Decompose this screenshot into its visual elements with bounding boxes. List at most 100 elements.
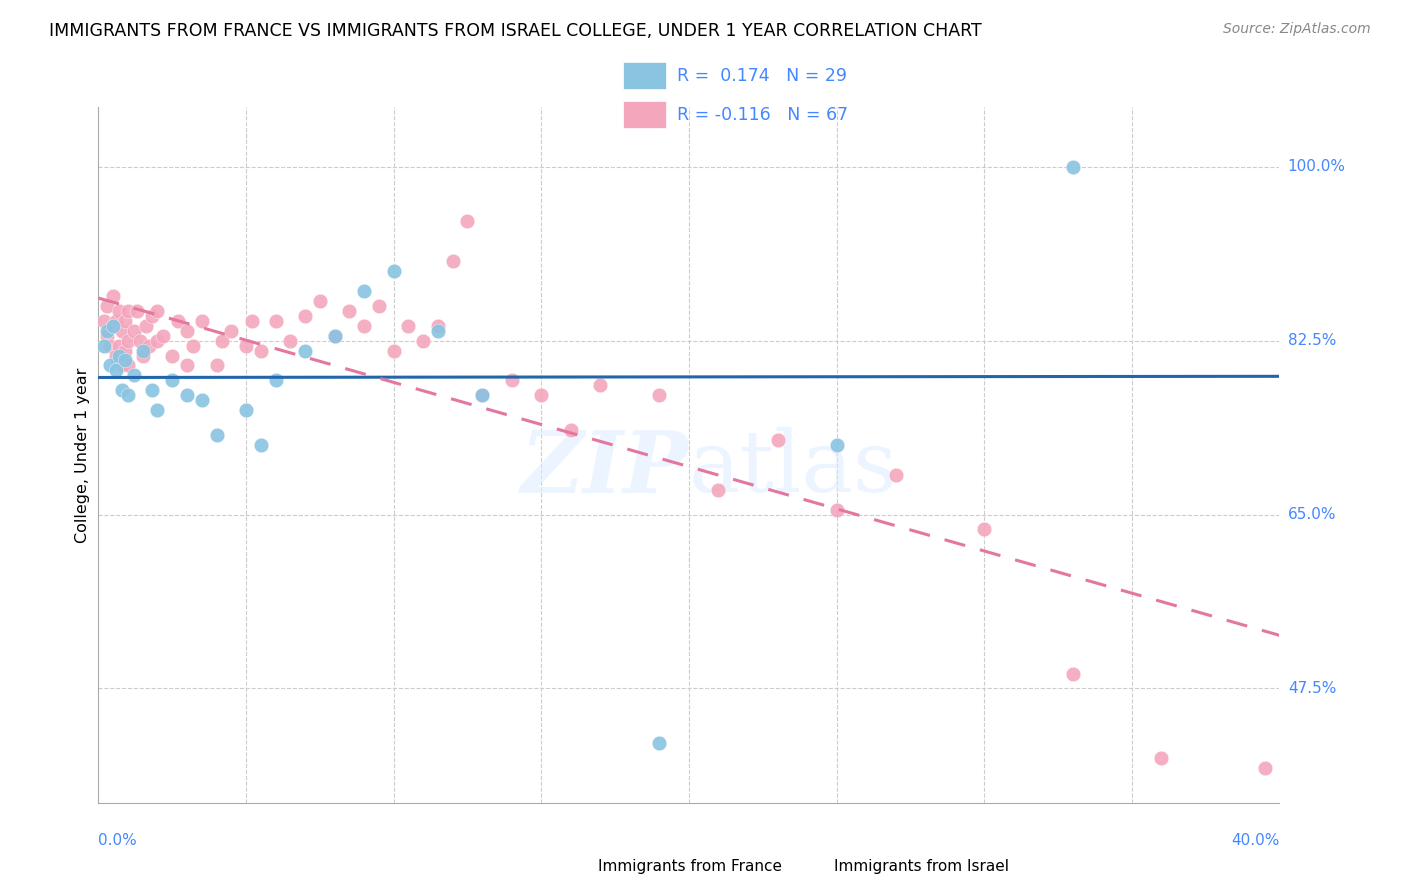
Point [138, 338, 160, 352]
Point [117, 334, 139, 348]
Point [382, 343, 405, 358]
FancyBboxPatch shape [623, 101, 666, 128]
Point [105, 349, 128, 363]
Point [589, 378, 612, 392]
Point [825, 438, 848, 452]
Point [152, 328, 174, 343]
Point [471, 388, 494, 402]
Y-axis label: College, Under 1 year: College, Under 1 year [75, 368, 90, 542]
FancyBboxPatch shape [623, 62, 666, 89]
Text: R = -0.116   N = 67: R = -0.116 N = 67 [678, 105, 849, 123]
Point [368, 299, 391, 313]
Point [96, 324, 118, 338]
Point [98, 338, 121, 352]
Point [412, 334, 434, 348]
Point [125, 303, 148, 318]
Text: atlas: atlas [689, 427, 898, 510]
Point [973, 523, 995, 537]
Point [103, 318, 125, 333]
Point [250, 438, 273, 452]
Point [240, 314, 263, 328]
Text: ZIP: ZIP [522, 427, 689, 510]
Text: IMMIGRANTS FROM FRANCE VS IMMIGRANTS FROM ISRAEL COLLEGE, UNDER 1 YEAR CORRELATI: IMMIGRANTS FROM FRANCE VS IMMIGRANTS FRO… [49, 22, 981, 40]
Point [96, 299, 118, 313]
Point [114, 343, 136, 358]
Point [353, 284, 375, 298]
Point [382, 264, 405, 278]
Point [1062, 160, 1084, 174]
Point [105, 363, 128, 377]
Point [211, 334, 233, 348]
Point [114, 314, 136, 328]
Point [96, 328, 118, 343]
Point [141, 384, 163, 398]
Point [323, 328, 346, 343]
Point [135, 318, 157, 333]
Point [146, 403, 169, 417]
Point [128, 334, 150, 348]
Point [707, 483, 730, 497]
Point [108, 349, 131, 363]
Point [111, 359, 134, 373]
Point [191, 393, 214, 408]
Point [278, 334, 302, 348]
Point [648, 736, 671, 750]
Point [1150, 751, 1173, 765]
Point [141, 309, 163, 323]
Point [122, 324, 145, 338]
Point [117, 303, 139, 318]
Point [1254, 761, 1277, 775]
Point [235, 403, 257, 417]
Point [162, 373, 183, 387]
Point [294, 309, 316, 323]
Point [337, 303, 360, 318]
Point [309, 293, 332, 308]
Point [176, 359, 198, 373]
Text: 0.0%: 0.0% [98, 833, 138, 848]
Text: Immigrants from Israel: Immigrants from Israel [834, 859, 1008, 873]
Point [1062, 666, 1084, 681]
Point [648, 388, 671, 402]
Point [825, 502, 848, 516]
Point [205, 359, 228, 373]
Point [176, 388, 198, 402]
Point [132, 343, 155, 358]
Point [176, 324, 198, 338]
Point [456, 214, 478, 228]
Text: 100.0%: 100.0% [1288, 159, 1346, 174]
Text: 82.5%: 82.5% [1288, 333, 1336, 348]
Point [103, 318, 125, 333]
Point [353, 318, 375, 333]
Point [105, 314, 128, 328]
Point [146, 334, 169, 348]
Point [501, 373, 523, 387]
Text: R =  0.174   N = 29: R = 0.174 N = 29 [678, 67, 848, 85]
Point [396, 318, 419, 333]
Point [264, 314, 287, 328]
Point [766, 433, 789, 447]
Point [93, 314, 115, 328]
Point [530, 388, 553, 402]
Point [122, 368, 145, 383]
Point [250, 343, 273, 358]
Point [560, 423, 582, 437]
Point [471, 388, 494, 402]
Point [132, 349, 155, 363]
Point [427, 324, 450, 338]
Point [146, 303, 169, 318]
Point [235, 338, 257, 352]
Point [117, 388, 139, 402]
Text: 47.5%: 47.5% [1288, 681, 1336, 696]
Text: 65.0%: 65.0% [1288, 507, 1336, 522]
Point [219, 324, 242, 338]
Text: 40.0%: 40.0% [1232, 833, 1279, 848]
Point [114, 353, 136, 368]
Point [111, 384, 134, 398]
Point [117, 359, 139, 373]
Point [98, 359, 121, 373]
Point [264, 373, 287, 387]
Text: Source: ZipAtlas.com: Source: ZipAtlas.com [1223, 22, 1371, 37]
Point [93, 338, 115, 352]
Point [323, 328, 346, 343]
Point [427, 318, 450, 333]
